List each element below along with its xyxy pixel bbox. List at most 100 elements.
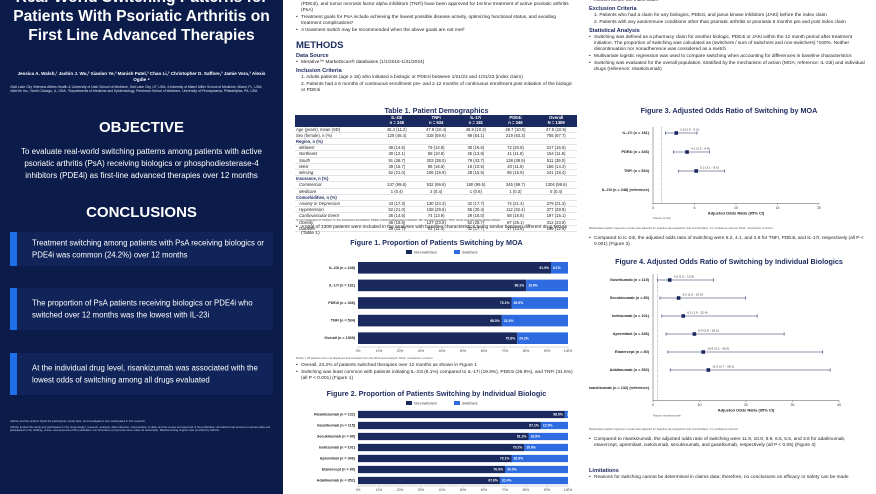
conclusion-text: The proportion of PsA patients receiving… [32, 298, 253, 320]
table-cell: 74 (21.4) [495, 200, 536, 208]
table-head: IL-23i n = 248 TNFi n = 534 IL-17i n = 181 PDE… [295, 115, 577, 127]
column-header: IL-23i n = 248 [377, 115, 417, 127]
table-cell: 91 (36.7) [377, 157, 417, 164]
fig3-block: IL-17i (n = 181) 2.8 (1.5 - 5.3) PDE4i (n … [589, 115, 871, 232]
column-n: n = 181 [468, 119, 483, 125]
row-label: Anxiety or Depression [295, 200, 378, 208]
table-cell: 112 (32.4) [495, 206, 536, 214]
category-label: TNFi (n = 534) [331, 319, 356, 323]
table-cell: 217 (16.6) [535, 144, 577, 152]
category-label: IL-17i (n = 181) [329, 283, 355, 287]
table-cell: 52 (21.0) [377, 169, 417, 177]
bar-segment [524, 443, 568, 452]
value-label: 75.8% [506, 336, 516, 340]
favors-label: Favors IL-23i [653, 216, 671, 220]
x-tick-label: 10% [376, 488, 383, 492]
intro-bullet: Treatment goals for PsA include achievin… [296, 15, 577, 27]
disclosure: AbbVie funded this study and participate… [10, 424, 271, 432]
table-row: Comorbidities, n (%) [295, 194, 577, 202]
table-cell: 120 (48.4) [377, 132, 417, 140]
conclusion-bar [10, 232, 17, 266]
x-tick-label: 40 [837, 403, 841, 407]
x-tick-label: 5 [694, 206, 696, 210]
point-estimate [694, 169, 698, 173]
legend-label: Non-switchers [414, 401, 437, 405]
table-cell: 219 (63.3) [495, 132, 536, 140]
table-corner [295, 115, 378, 127]
x-tick-label: 90% [544, 488, 551, 492]
x-tick-label: 30% [418, 488, 425, 492]
fig3-bullet-block: Compared to IL-23i, the adjusted odds ra… [589, 236, 869, 249]
x-tick-label: 0 [652, 206, 654, 210]
fig1-bullets-block: Overall, 24.2% of patients switched ther… [296, 363, 577, 383]
table-cell: 197 (15.1) [535, 212, 577, 220]
figure-note: Multivariate logistic regression model w… [589, 226, 774, 230]
poster-title: Real-World Switching Patterns for Patien… [13, 0, 270, 44]
x-tick-label: 10 [698, 403, 702, 407]
conclusion-bar [10, 353, 17, 395]
legend-label: Switchers [462, 401, 478, 405]
table-bullet-block: A total of 1309 patients were included i… [296, 225, 577, 238]
value-label: 11.9 (3.7 - 38.1) [712, 365, 734, 369]
value-label: 8.1% [553, 266, 561, 270]
bar-segment [501, 314, 568, 327]
authors-block: Jessica A. Walsh,¹ Jashin J. Wu,² Xiaola… [14, 71, 269, 83]
table-cell: 511 (39.0) [535, 157, 577, 164]
x-tick-label: 30% [418, 349, 425, 353]
table-row: Cardiovascular Event 36 (14.5) 74 (13.9) 29… [295, 212, 577, 220]
table-cell: 318 (59.6) [416, 132, 456, 140]
bar-segment [564, 410, 568, 419]
category-label: IL-17i (n = 181) [623, 131, 650, 135]
table-cell: 755 (57.7) [535, 132, 577, 140]
section-label: Comorbidities, n (%) [295, 194, 577, 202]
criteria-block: months before the index claim Exclusion C… [589, 0, 869, 74]
table-cell: 279 (21.3) [535, 200, 577, 208]
figure-title: Figure 1. Proportion of Patients Switchi… [350, 238, 523, 247]
objective-text: To evaluate real-world switching pattern… [20, 147, 262, 180]
row-label: Hypertension [295, 206, 378, 214]
point-estimate [685, 150, 689, 154]
bar-segment [358, 410, 565, 419]
category-label: Secukinumab (n = 80) [317, 434, 356, 438]
category-label: Guselkumab (n = 115) [610, 278, 650, 282]
chart: Non-switchers Switchers Risankizumab (n = … [314, 401, 575, 492]
bullet: Compared to risankizumab, the adjusted o… [589, 437, 869, 449]
value-label: 2.8 (1.5 - 5.3) [680, 128, 699, 132]
category-label: Ixekizumab (n = 101) [612, 314, 650, 318]
value-label: 67.6% [488, 479, 498, 483]
value-label: 5.2 (3.1 - 8.6) [700, 166, 719, 170]
bullet: Overall, 24.2% of patients switched ther… [296, 363, 577, 369]
bar-segment [358, 332, 518, 345]
bar-segment [540, 421, 568, 430]
value-label: 6.5 (1.9 - 22.4) [687, 311, 707, 315]
value-label: 24.2% [519, 336, 529, 340]
objective-heading-block: OBJECTIVE [0, 119, 283, 136]
x-tick-label: 20 [817, 206, 821, 210]
bar-segment [511, 454, 568, 463]
table-row: Midwest 36 (14.5) 79 (14.8) 30 (16.6) 72 (20… [295, 144, 577, 152]
table-row: Region, n (%) [295, 138, 577, 146]
x-tick-label: 20 [744, 403, 748, 407]
bar-segment [358, 432, 529, 441]
row-label: Missing [295, 169, 378, 177]
sub-heading: Limitations [589, 468, 619, 474]
point-estimate [681, 314, 686, 318]
value-label: 3.6 (1.0 - 13.0) [674, 275, 694, 279]
table-cell: 1304 (99.6) [535, 181, 577, 189]
table-title: Table 1. Patient Demographics [384, 106, 489, 115]
table-cell: 41 (11.8) [495, 150, 536, 158]
category-label: Etanercept (n = 80) [615, 350, 650, 354]
x-tick-label: 50% [460, 349, 467, 353]
sub-heading: Inclusion Criteria [296, 68, 342, 74]
sub-heading: Statistical Analysis [589, 28, 640, 34]
table-row: South 91 (36.7) 203 (38.0) 79 (43.7) 138 (39… [295, 157, 577, 164]
value-label: 87.1% [529, 424, 539, 428]
intro-bullet: Biologic therapies such as interleukin-1… [296, 0, 577, 14]
x-tick-label: 60% [481, 488, 488, 492]
x-tick-label: 20% [397, 488, 404, 492]
legend-swatch [406, 250, 412, 254]
value-label: 26.9% [514, 301, 524, 305]
title-block: Real-World Switching Patterns for Patien… [6, 0, 277, 45]
row-label: Midwest [295, 144, 378, 152]
point-estimate [667, 278, 672, 282]
